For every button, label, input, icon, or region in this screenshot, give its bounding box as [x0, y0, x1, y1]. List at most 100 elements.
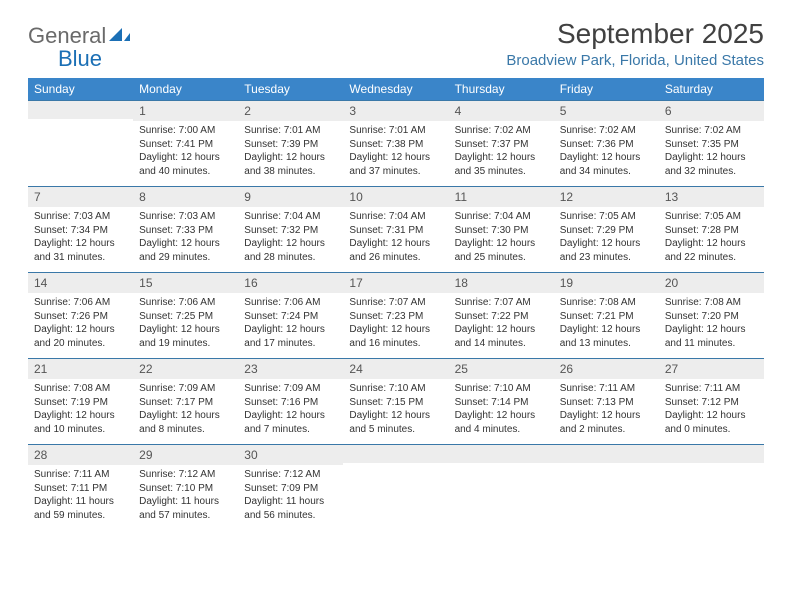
calendar-day-cell: 28Sunrise: 7:11 AMSunset: 7:11 PMDayligh…: [28, 445, 133, 531]
calendar-day-cell: 27Sunrise: 7:11 AMSunset: 7:12 PMDayligh…: [659, 359, 764, 445]
calendar-week-row: 28Sunrise: 7:11 AMSunset: 7:11 PMDayligh…: [28, 445, 764, 531]
sunset-text: Sunset: 7:13 PM: [560, 396, 653, 410]
day-number: 19: [554, 273, 659, 293]
day-body: Sunrise: 7:06 AMSunset: 7:25 PMDaylight:…: [133, 293, 238, 354]
sunrise-text: Sunrise: 7:01 AM: [244, 124, 337, 138]
day-body: Sunrise: 7:01 AMSunset: 7:39 PMDaylight:…: [238, 121, 343, 182]
daylight-text: Daylight: 12 hours and 14 minutes.: [455, 323, 548, 350]
sunset-text: Sunset: 7:39 PM: [244, 138, 337, 152]
day-number: 21: [28, 359, 133, 379]
day-number: 3: [343, 101, 448, 121]
daylight-text: Daylight: 12 hours and 38 minutes.: [244, 151, 337, 178]
daylight-text: Daylight: 12 hours and 17 minutes.: [244, 323, 337, 350]
calendar-day-cell: 23Sunrise: 7:09 AMSunset: 7:16 PMDayligh…: [238, 359, 343, 445]
calendar-day-cell: [554, 445, 659, 531]
sunset-text: Sunset: 7:20 PM: [665, 310, 758, 324]
day-number: 5: [554, 101, 659, 121]
sunset-text: Sunset: 7:35 PM: [665, 138, 758, 152]
header: GeneralBlue September 2025 Broadview Par…: [28, 18, 764, 70]
calendar-day-cell: 3Sunrise: 7:01 AMSunset: 7:38 PMDaylight…: [343, 101, 448, 187]
sunset-text: Sunset: 7:26 PM: [34, 310, 127, 324]
day-body: Sunrise: 7:04 AMSunset: 7:30 PMDaylight:…: [449, 207, 554, 268]
day-number: [554, 445, 659, 463]
sunset-text: Sunset: 7:21 PM: [560, 310, 653, 324]
calendar-day-cell: 24Sunrise: 7:10 AMSunset: 7:15 PMDayligh…: [343, 359, 448, 445]
day-number: 9: [238, 187, 343, 207]
sunset-text: Sunset: 7:38 PM: [349, 138, 442, 152]
calendar-day-cell: 21Sunrise: 7:08 AMSunset: 7:19 PMDayligh…: [28, 359, 133, 445]
day-body: Sunrise: 7:12 AMSunset: 7:10 PMDaylight:…: [133, 465, 238, 526]
day-number: 24: [343, 359, 448, 379]
day-body: [449, 463, 554, 513]
daylight-text: Daylight: 12 hours and 2 minutes.: [560, 409, 653, 436]
daylight-text: Daylight: 12 hours and 31 minutes.: [34, 237, 127, 264]
sunset-text: Sunset: 7:24 PM: [244, 310, 337, 324]
daylight-text: Daylight: 11 hours and 56 minutes.: [244, 495, 337, 522]
sunset-text: Sunset: 7:33 PM: [139, 224, 232, 238]
sunset-text: Sunset: 7:19 PM: [34, 396, 127, 410]
day-number: 12: [554, 187, 659, 207]
calendar-day-cell: 13Sunrise: 7:05 AMSunset: 7:28 PMDayligh…: [659, 187, 764, 273]
sunset-text: Sunset: 7:29 PM: [560, 224, 653, 238]
sunrise-text: Sunrise: 7:11 AM: [665, 382, 758, 396]
sunrise-text: Sunrise: 7:02 AM: [455, 124, 548, 138]
day-body: Sunrise: 7:04 AMSunset: 7:31 PMDaylight:…: [343, 207, 448, 268]
daylight-text: Daylight: 11 hours and 57 minutes.: [139, 495, 232, 522]
day-number: 30: [238, 445, 343, 465]
sunrise-text: Sunrise: 7:02 AM: [560, 124, 653, 138]
day-body: [659, 463, 764, 513]
calendar-day-cell: 29Sunrise: 7:12 AMSunset: 7:10 PMDayligh…: [133, 445, 238, 531]
calendar-day-cell: 22Sunrise: 7:09 AMSunset: 7:17 PMDayligh…: [133, 359, 238, 445]
calendar-day-cell: 30Sunrise: 7:12 AMSunset: 7:09 PMDayligh…: [238, 445, 343, 531]
calendar-week-row: 1Sunrise: 7:00 AMSunset: 7:41 PMDaylight…: [28, 101, 764, 187]
day-body: Sunrise: 7:07 AMSunset: 7:23 PMDaylight:…: [343, 293, 448, 354]
day-number: 2: [238, 101, 343, 121]
day-header: Wednesday: [343, 78, 448, 101]
daylight-text: Daylight: 12 hours and 4 minutes.: [455, 409, 548, 436]
day-body: [343, 463, 448, 513]
sunrise-text: Sunrise: 7:04 AM: [349, 210, 442, 224]
day-number: 20: [659, 273, 764, 293]
sunrise-text: Sunrise: 7:06 AM: [139, 296, 232, 310]
day-body: Sunrise: 7:06 AMSunset: 7:24 PMDaylight:…: [238, 293, 343, 354]
sunset-text: Sunset: 7:30 PM: [455, 224, 548, 238]
calendar-day-cell: 8Sunrise: 7:03 AMSunset: 7:33 PMDaylight…: [133, 187, 238, 273]
daylight-text: Daylight: 12 hours and 37 minutes.: [349, 151, 442, 178]
day-header: Saturday: [659, 78, 764, 101]
sunset-text: Sunset: 7:10 PM: [139, 482, 232, 496]
day-header: Friday: [554, 78, 659, 101]
day-body: Sunrise: 7:11 AMSunset: 7:13 PMDaylight:…: [554, 379, 659, 440]
day-body: Sunrise: 7:04 AMSunset: 7:32 PMDaylight:…: [238, 207, 343, 268]
day-number: 16: [238, 273, 343, 293]
daylight-text: Daylight: 12 hours and 13 minutes.: [560, 323, 653, 350]
sunrise-text: Sunrise: 7:11 AM: [34, 468, 127, 482]
sunrise-text: Sunrise: 7:07 AM: [349, 296, 442, 310]
day-body: [28, 119, 133, 169]
day-number: 25: [449, 359, 554, 379]
daylight-text: Daylight: 12 hours and 25 minutes.: [455, 237, 548, 264]
calendar-day-cell: 4Sunrise: 7:02 AMSunset: 7:37 PMDaylight…: [449, 101, 554, 187]
sunrise-text: Sunrise: 7:09 AM: [139, 382, 232, 396]
logo-text-blue: Blue: [28, 46, 102, 71]
day-number: 23: [238, 359, 343, 379]
calendar-day-cell: 6Sunrise: 7:02 AMSunset: 7:35 PMDaylight…: [659, 101, 764, 187]
calendar-day-cell: 14Sunrise: 7:06 AMSunset: 7:26 PMDayligh…: [28, 273, 133, 359]
day-body: Sunrise: 7:02 AMSunset: 7:37 PMDaylight:…: [449, 121, 554, 182]
day-body: [554, 463, 659, 513]
day-number: [28, 101, 133, 119]
sunset-text: Sunset: 7:32 PM: [244, 224, 337, 238]
day-number: 17: [343, 273, 448, 293]
calendar-day-cell: 11Sunrise: 7:04 AMSunset: 7:30 PMDayligh…: [449, 187, 554, 273]
day-body: Sunrise: 7:12 AMSunset: 7:09 PMDaylight:…: [238, 465, 343, 526]
sunset-text: Sunset: 7:16 PM: [244, 396, 337, 410]
day-number: [659, 445, 764, 463]
day-body: Sunrise: 7:11 AMSunset: 7:12 PMDaylight:…: [659, 379, 764, 440]
calendar-day-cell: 25Sunrise: 7:10 AMSunset: 7:14 PMDayligh…: [449, 359, 554, 445]
day-body: Sunrise: 7:08 AMSunset: 7:21 PMDaylight:…: [554, 293, 659, 354]
calendar-day-cell: 2Sunrise: 7:01 AMSunset: 7:39 PMDaylight…: [238, 101, 343, 187]
sunset-text: Sunset: 7:12 PM: [665, 396, 758, 410]
sunrise-text: Sunrise: 7:05 AM: [665, 210, 758, 224]
calendar-week-row: 14Sunrise: 7:06 AMSunset: 7:26 PMDayligh…: [28, 273, 764, 359]
day-number: 7: [28, 187, 133, 207]
daylight-text: Daylight: 12 hours and 20 minutes.: [34, 323, 127, 350]
